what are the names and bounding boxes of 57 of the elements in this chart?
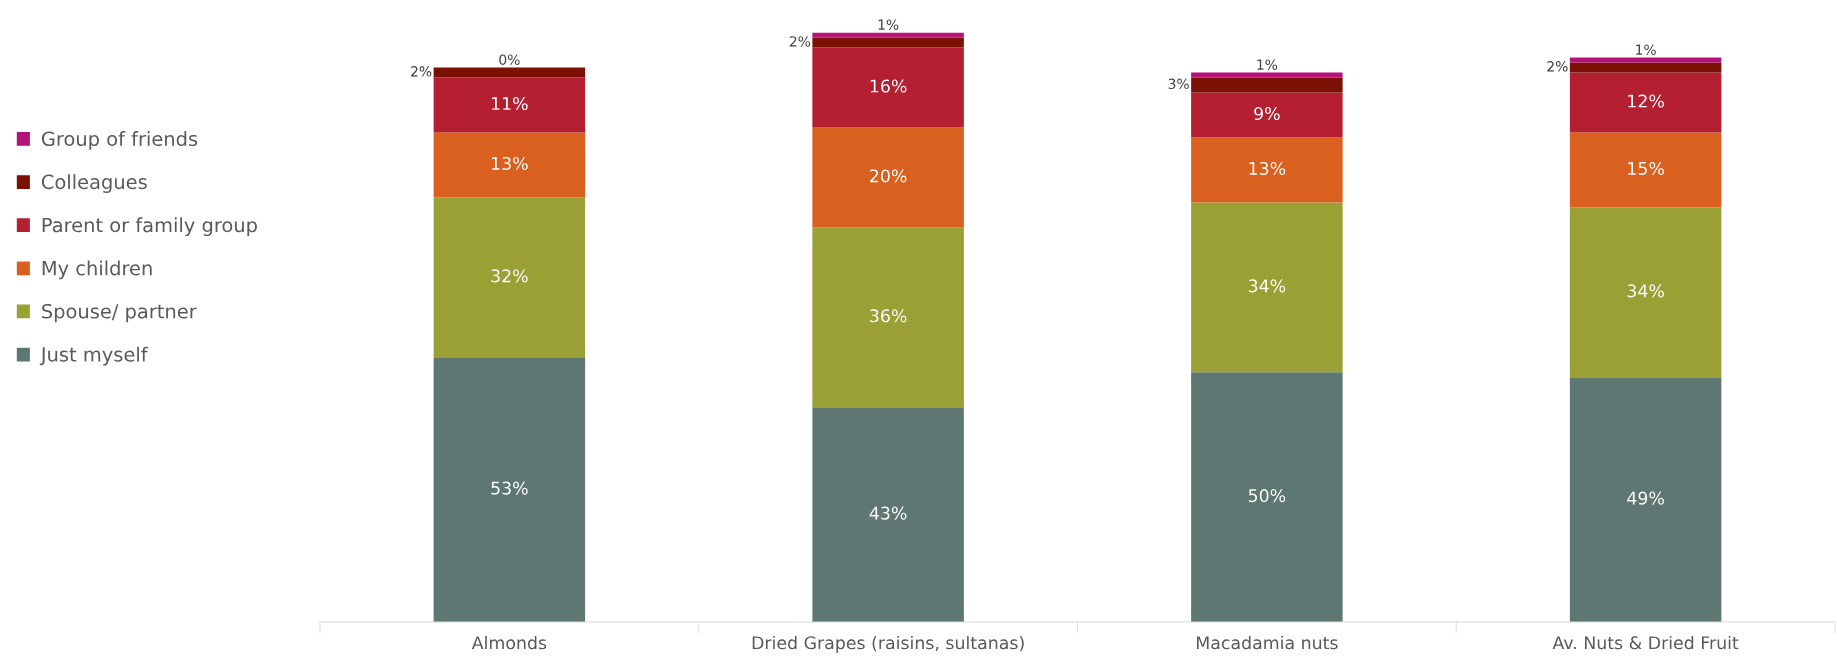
data-label: 50% [1248,489,1286,503]
legend-label: Spouse/ partner [42,303,197,323]
x-tick-label: Av. Nuts & Dried Fruit [1552,635,1739,650]
data-label: 1% [1636,44,1656,55]
x-tick-label: Macadamia nuts [1196,635,1338,650]
data-label: 43% [869,506,907,520]
data-label: 1% [878,19,899,30]
bar [433,357,586,622]
data-label: 53% [491,481,528,495]
bar [1191,137,1343,203]
bar [1569,377,1722,622]
legend-label: Colleagues [41,174,147,193]
x-tick-label: Almonds [471,635,547,650]
bar [1191,77,1343,93]
data-label: 2% [411,66,432,77]
bar [812,227,964,408]
legend-label: Just myself [39,346,148,366]
bar [1191,372,1343,622]
bar [1569,132,1722,208]
bar [812,32,964,38]
data-label: 11% [491,96,528,111]
bar [433,77,586,133]
bar [1191,72,1343,78]
bar [812,37,964,48]
bar [812,407,964,622]
data-label: 34% [1627,284,1664,298]
data-label: 20% [870,169,907,183]
bar [1569,72,1722,133]
legend-label: Parent or family group [42,217,257,237]
data-label: 32% [491,269,528,283]
data-label: 0% [499,54,520,65]
data-label: 13% [1249,161,1286,176]
data-label: 12% [1628,94,1664,108]
legend-label: Group of friends [41,131,198,150]
data-label: 3% [1168,78,1189,90]
data-label: 36% [870,309,907,323]
bar [433,197,586,358]
bar [1191,202,1343,373]
legend-label: My children [42,260,152,280]
data-label: 16% [870,79,907,93]
bar [1191,92,1343,138]
bar [433,132,586,198]
data-label: 1% [1257,59,1278,70]
bar [1569,57,1722,63]
x-tick-label: Dried Grapes (raisins, sultanas) [752,635,1024,653]
bar [433,67,586,78]
data-label: 15% [1628,161,1664,176]
bar [1569,62,1722,73]
data-label: 2% [1547,61,1568,72]
bar [812,47,964,128]
data-label: 13% [491,156,528,171]
bar [812,127,964,228]
data-label: 49% [1627,491,1664,505]
data-label: 9% [1254,106,1280,121]
data-label: 34% [1248,279,1286,293]
data-label: 2% [789,36,811,47]
bar [1569,207,1722,378]
